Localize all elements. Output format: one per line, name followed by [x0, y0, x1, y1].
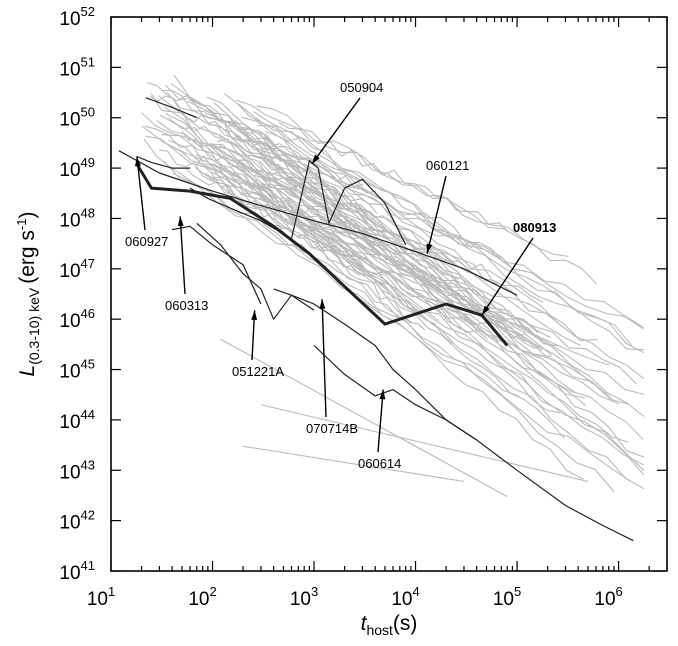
y-tick-base: 10 — [59, 513, 80, 534]
x-tick-base: 10 — [391, 589, 412, 610]
y-tick-exp: 44 — [81, 407, 95, 422]
annotation-label: 060121 — [426, 158, 469, 173]
x-tick-base: 10 — [594, 589, 615, 610]
x-tick-exp: 3 — [311, 584, 318, 599]
y-tick-label: 1050 — [59, 105, 95, 131]
annotation-label: 070714B — [306, 421, 358, 436]
y-tick-base: 10 — [59, 160, 80, 181]
y-tick-exp: 50 — [81, 105, 95, 120]
x-tick-label: 102 — [188, 584, 216, 610]
annotation-label: 060927 — [125, 234, 168, 249]
annotation-label: 051221A — [232, 364, 284, 379]
y-tick-label: 1049 — [59, 155, 95, 181]
y-axis-label: L(0.3-10) keV (erg s-1) — [14, 212, 42, 377]
x-tick-exp: 1 — [108, 584, 115, 599]
x-tick-label: 101 — [87, 584, 115, 610]
y-tick-base: 10 — [59, 210, 80, 231]
y-tick-base: 10 — [59, 59, 80, 80]
y-tick-label: 1043 — [59, 457, 95, 483]
annotation-arrowhead — [251, 310, 257, 320]
annotation-label: 080913 — [513, 220, 556, 235]
y-tick-base: 10 — [59, 563, 80, 584]
y-tick-exp: 41 — [81, 558, 95, 573]
y-tick-base: 10 — [59, 9, 80, 30]
y-tick-exp: 42 — [81, 508, 95, 523]
y-tick-base: 10 — [59, 311, 80, 332]
x-axis-label: thost(s) — [361, 612, 418, 638]
x-tick-exp: 6 — [616, 584, 623, 599]
y-tick-exp: 46 — [81, 306, 95, 321]
y-tick-exp: 47 — [81, 256, 95, 271]
y-tick-exp: 48 — [81, 205, 95, 220]
annotation-arrow — [322, 299, 326, 417]
y-tick-labels: 1041104210431044104510461047104810491050… — [59, 4, 95, 584]
y-tick-base: 10 — [59, 362, 80, 383]
y-tick-exp: 45 — [81, 357, 95, 372]
annotation-label: 060614 — [358, 456, 401, 471]
y-tick-exp: 43 — [81, 457, 95, 472]
annotation-arrow — [427, 176, 446, 254]
y-tick-base: 10 — [59, 462, 80, 483]
y-tick-label: 1046 — [59, 306, 95, 332]
x-tick-exp: 5 — [514, 584, 521, 599]
annotation-arrowhead — [319, 299, 325, 309]
annotation-label: 050904 — [340, 80, 383, 95]
y-axis-label-unit-exp: -1 — [14, 219, 29, 231]
x-tick-label: 104 — [391, 584, 419, 610]
x-tick-label: 103 — [290, 584, 318, 610]
y-axis-label-unit-post: ) — [16, 212, 39, 219]
y-tick-exp: 52 — [81, 4, 95, 19]
y-tick-base: 10 — [59, 261, 80, 282]
y-tick-label: 1041 — [59, 558, 95, 584]
background-grb-line — [219, 146, 644, 395]
y-tick-label: 1047 — [59, 256, 95, 282]
y-tick-label: 1048 — [59, 205, 95, 231]
y-tick-label: 1045 — [59, 357, 95, 383]
y-tick-label: 1044 — [59, 407, 95, 433]
y-axis-label-sub: (0.3-10) keV — [26, 287, 42, 365]
grb-line — [146, 98, 197, 118]
background-grb-line — [243, 446, 464, 481]
background-grb-line — [173, 173, 631, 481]
x-tick-labels: 101 102 103 104 105 106 — [87, 584, 623, 610]
y-tick-exp: 51 — [81, 54, 95, 69]
x-tick-base: 10 — [493, 589, 514, 610]
y-axis-label-unit-pre: (erg s — [16, 230, 39, 284]
y-axis-label-main: L — [16, 365, 39, 377]
y-tick-exp: 49 — [81, 155, 95, 170]
x-tick-base: 10 — [188, 589, 209, 610]
x-tick-base: 10 — [87, 589, 108, 610]
annotation-label: 060313 — [165, 298, 208, 313]
y-tick-label: 1052 — [59, 4, 95, 30]
y-tick-base: 10 — [59, 412, 80, 433]
x-tick-label: 105 — [493, 584, 521, 610]
x-tick-exp: 4 — [412, 584, 419, 599]
x-tick-label: 106 — [594, 584, 622, 610]
y-tick-label: 1051 — [59, 54, 95, 80]
y-tick-label: 1042 — [59, 508, 95, 534]
annotation-arrow — [137, 156, 145, 230]
background-grb-line — [254, 175, 643, 439]
y-tick-base: 10 — [59, 110, 80, 131]
x-tick-exp: 2 — [209, 584, 216, 599]
grb-line-051221A — [197, 223, 314, 319]
x-tick-base: 10 — [290, 589, 311, 610]
x-axis-label-unit: (s) — [393, 612, 418, 635]
grb-line-060614 — [314, 346, 633, 541]
background-grb-sample — [142, 75, 644, 497]
annotation-arrow — [312, 98, 360, 164]
x-axis-label-sub: host — [366, 622, 393, 638]
